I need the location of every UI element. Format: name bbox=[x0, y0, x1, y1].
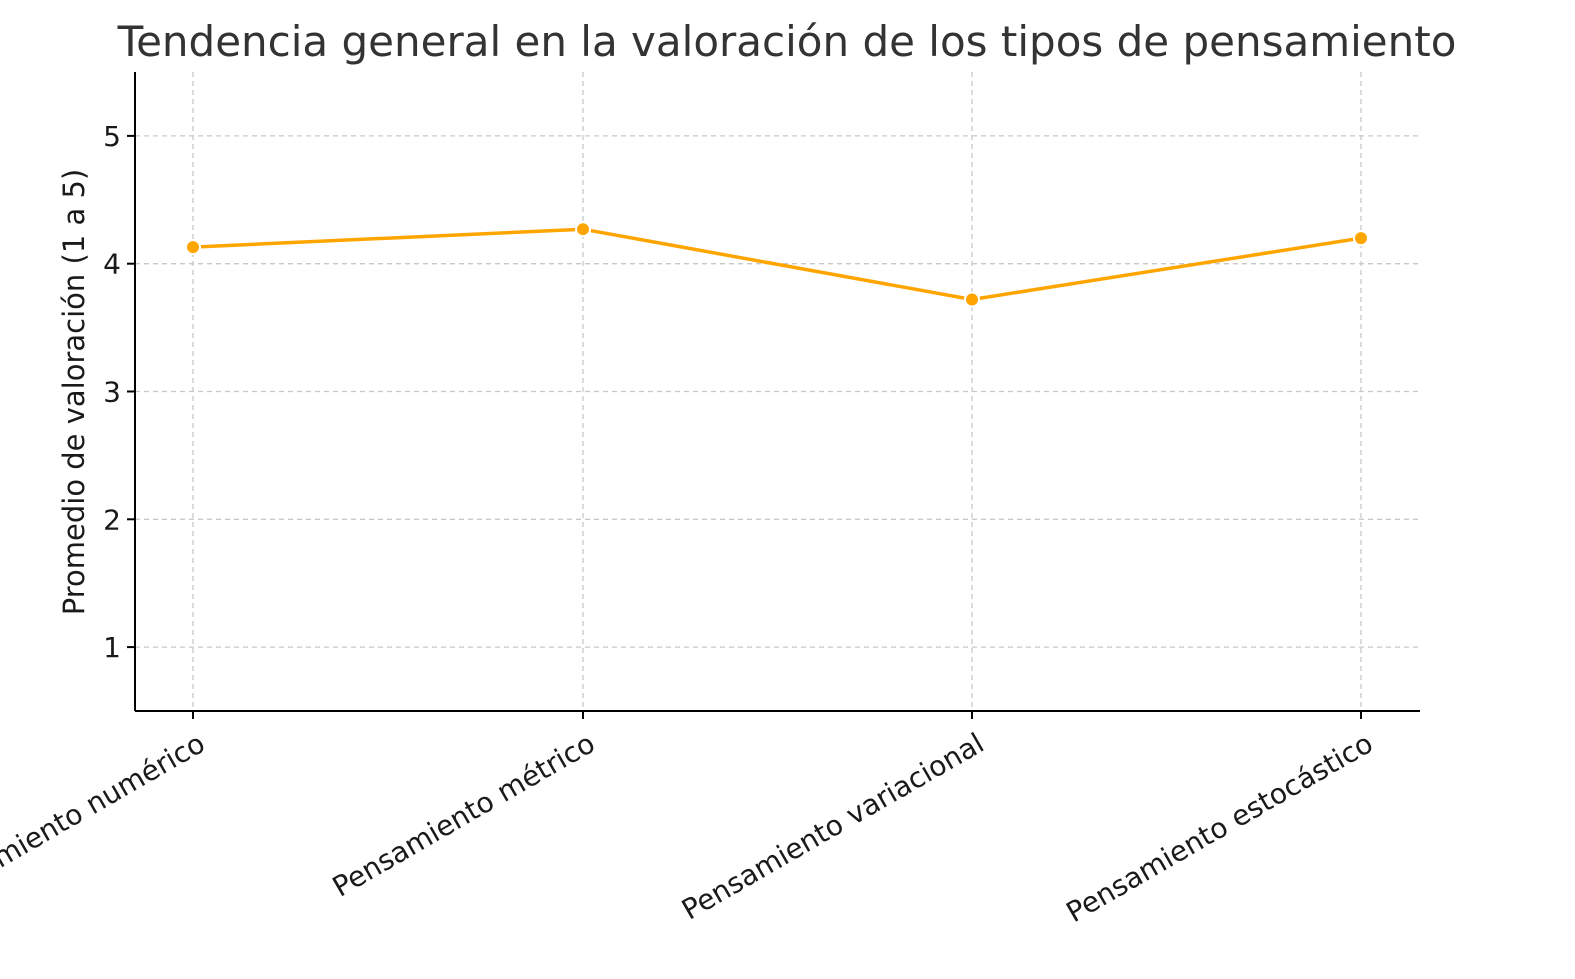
chart-title: Tendencia general en la valoración de lo… bbox=[117, 17, 1457, 66]
axes bbox=[127, 72, 1420, 719]
grid-lines bbox=[135, 72, 1420, 711]
series-line bbox=[191, 227, 1363, 302]
y-tick-label: 4 bbox=[103, 248, 121, 281]
x-tick-label: Pensamiento métrico bbox=[327, 726, 601, 903]
data-point bbox=[185, 239, 201, 256]
x-tick-label: Pensamiento numérico bbox=[0, 726, 210, 915]
data-point bbox=[575, 221, 591, 238]
data-point bbox=[1353, 230, 1369, 247]
y-tick-label: 5 bbox=[103, 120, 121, 153]
y-tick-label: 1 bbox=[103, 631, 121, 664]
x-tick-label: Pensamiento variacional bbox=[676, 726, 989, 926]
x-tick-label: Pensamiento estocástico bbox=[1061, 726, 1379, 929]
y-axis-title: Promedio de valoración (1 a 5) bbox=[57, 169, 91, 616]
tick-labels: 1 2 3 4 5 Pensamiento numérico Pensamiento mét… bbox=[0, 120, 1379, 929]
y-tick-label: 3 bbox=[103, 376, 121, 409]
y-tick-label: 2 bbox=[103, 503, 121, 536]
series-layer bbox=[185, 221, 1369, 308]
data-point bbox=[964, 291, 980, 308]
